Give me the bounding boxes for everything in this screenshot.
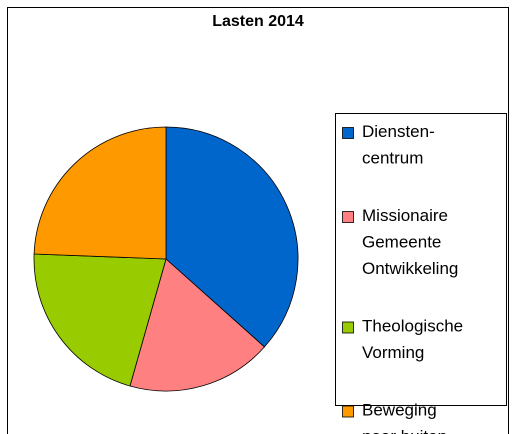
- chart-title: Lasten 2014: [212, 13, 304, 30]
- pie-slice: [33, 253, 167, 387]
- pie-slice: [165, 126, 299, 348]
- legend-label: Bewegingnaar buiten: [362, 401, 447, 434]
- pie-slice: [33, 126, 167, 260]
- legend-swatch: [342, 405, 354, 418]
- legend-swatch: [342, 211, 354, 223]
- legend-box: [335, 113, 507, 406]
- legend-label: Missionaire Gemeente Ontwikkeling: [362, 206, 458, 278]
- pie-slice: [129, 258, 266, 392]
- legend-swatch: [342, 127, 354, 139]
- legend-label: Theologische Vorming: [362, 317, 463, 363]
- legend-label: Diensten-centrum: [362, 122, 435, 168]
- legend-swatch: [342, 321, 354, 334]
